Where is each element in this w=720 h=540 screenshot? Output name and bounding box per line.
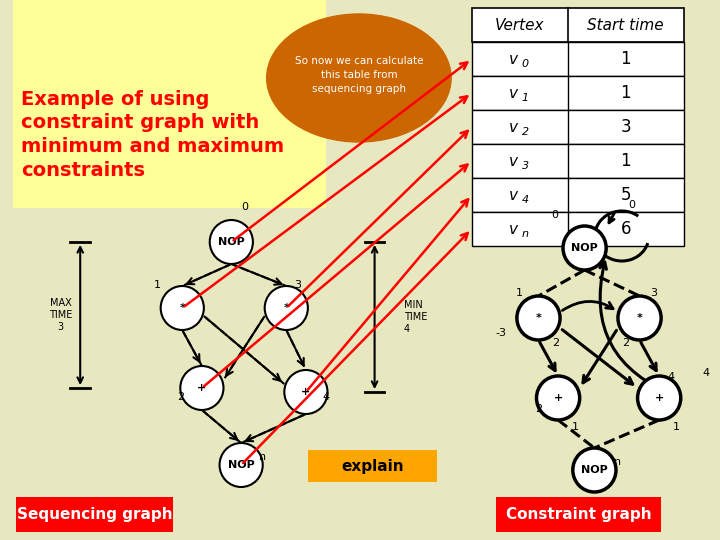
Text: 2: 2	[535, 404, 542, 414]
Bar	[14, 0, 325, 208]
Text: 0: 0	[522, 59, 529, 69]
Text: 1: 1	[621, 50, 631, 68]
Text: v: v	[509, 221, 518, 237]
Text: 3: 3	[621, 118, 631, 136]
Bar	[472, 212, 684, 246]
Bar	[472, 42, 684, 76]
Text: 1: 1	[621, 84, 631, 102]
Text: 5: 5	[621, 186, 631, 204]
Circle shape	[618, 296, 661, 340]
Ellipse shape	[266, 14, 451, 142]
Text: -3: -3	[495, 328, 507, 338]
Text: Vertex: Vertex	[495, 17, 544, 32]
Text: v: v	[509, 153, 518, 168]
Text: 0: 0	[628, 200, 635, 210]
Text: 0: 0	[552, 210, 559, 220]
Text: 2: 2	[622, 338, 629, 348]
Text: NOP: NOP	[571, 243, 598, 253]
Text: v: v	[509, 187, 518, 202]
Text: Sequencing graph: Sequencing graph	[17, 507, 173, 522]
Text: MIN
TIME
4: MIN TIME 4	[404, 300, 428, 334]
Text: 1: 1	[522, 93, 529, 103]
Text: n: n	[522, 229, 528, 239]
Text: 2: 2	[552, 338, 559, 348]
Text: 4: 4	[322, 392, 329, 402]
Text: +: +	[197, 383, 207, 393]
Circle shape	[180, 366, 223, 410]
Text: *: *	[636, 313, 642, 323]
Text: +: +	[654, 393, 664, 403]
Bar	[17, 497, 174, 532]
Text: 4: 4	[522, 195, 529, 205]
Text: Example of using
constraint graph with
minimum and maximum
constraints: Example of using constraint graph with m…	[22, 90, 284, 179]
Text: *: *	[284, 303, 289, 313]
Text: 1: 1	[572, 422, 580, 432]
Bar	[472, 8, 684, 42]
Text: 0: 0	[242, 202, 248, 212]
Text: v: v	[509, 85, 518, 100]
Text: v: v	[509, 51, 518, 66]
Text: Constraint graph: Constraint graph	[506, 507, 652, 522]
Text: 3: 3	[294, 280, 302, 290]
Text: *: *	[179, 303, 185, 313]
Text: 2: 2	[522, 127, 529, 137]
Circle shape	[536, 376, 580, 420]
Text: +: +	[301, 387, 310, 397]
Circle shape	[284, 370, 328, 414]
Bar	[472, 110, 684, 144]
Text: 4: 4	[667, 372, 675, 382]
Circle shape	[573, 448, 616, 492]
Circle shape	[638, 376, 680, 420]
Text: n: n	[614, 457, 621, 467]
Text: Start time: Start time	[588, 17, 664, 32]
Text: 3: 3	[522, 161, 529, 171]
Circle shape	[220, 443, 263, 487]
Circle shape	[210, 220, 253, 264]
Bar	[308, 450, 437, 482]
Text: 3: 3	[649, 288, 657, 298]
Circle shape	[563, 226, 606, 270]
Text: *: *	[536, 313, 541, 323]
Text: 1: 1	[673, 422, 680, 432]
Text: 1: 1	[154, 280, 161, 290]
Text: explain: explain	[341, 458, 404, 474]
Text: 1: 1	[621, 152, 631, 170]
Circle shape	[265, 286, 308, 330]
Text: So now we can calculate
this table from
sequencing graph: So now we can calculate this table from …	[294, 56, 423, 94]
Text: NOP: NOP	[228, 460, 254, 470]
Circle shape	[161, 286, 204, 330]
Text: 2: 2	[176, 392, 184, 402]
Bar	[472, 76, 684, 110]
Text: n: n	[259, 452, 266, 462]
Circle shape	[517, 296, 560, 340]
Text: 1: 1	[516, 288, 522, 298]
Bar	[472, 144, 684, 178]
Text: 4: 4	[703, 368, 710, 378]
Bar	[472, 178, 684, 212]
Text: NOP: NOP	[581, 465, 608, 475]
Text: NOP: NOP	[218, 237, 245, 247]
Text: MAX
TIME
3: MAX TIME 3	[49, 299, 72, 332]
Text: 6: 6	[621, 220, 631, 238]
Text: +: +	[554, 393, 563, 403]
Text: v: v	[509, 119, 518, 134]
Bar	[496, 497, 661, 532]
